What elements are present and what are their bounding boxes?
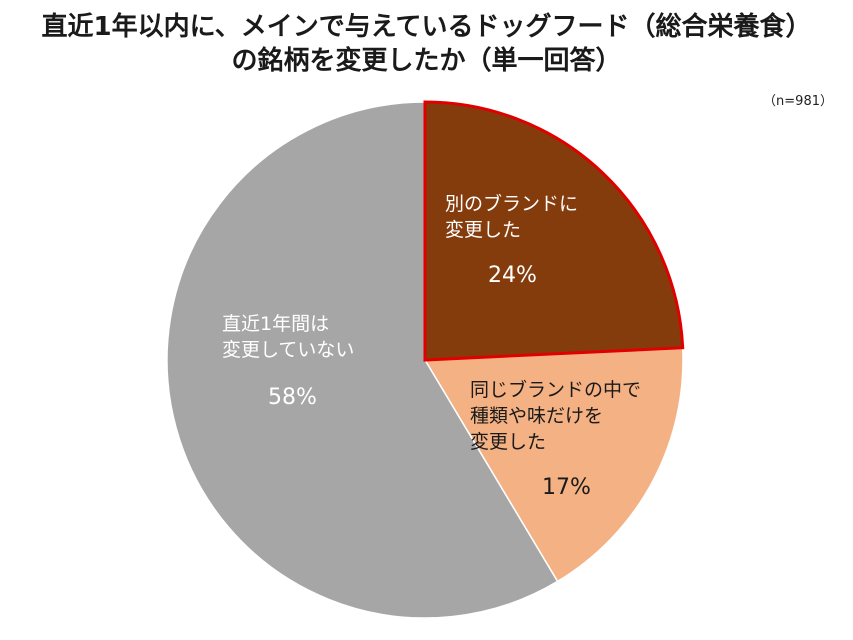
chart-title-line-1: 直近1年以内に、メインで与えているドッグフード（総合栄養食） (41, 12, 812, 42)
slice-label-text: 別のブランドに (445, 192, 578, 215)
slice-label-text: 直近1年間は (222, 313, 329, 335)
slice-label-text: 変更していない (222, 339, 354, 361)
slice-no-change (166, 101, 559, 619)
slice-value-label: 58% (268, 385, 317, 410)
slice-label-text: 変更した (445, 219, 521, 241)
slice-same-brand (423, 346, 684, 583)
slice-label-text: 種類や味だけを (470, 405, 603, 427)
slice-value-label: 17% (542, 475, 591, 500)
slice-label-text: 同じブランドの中で (470, 378, 641, 401)
chart-title-line-2: の銘柄を変更したか（単一回答） (231, 46, 622, 76)
slice-value-label: 24% (488, 263, 537, 288)
sample-size-note: （n=981） (763, 94, 833, 109)
chart-title: 直近1年以内に、メインで与えているドッグフード（総合栄養食） の銘柄を変更したか… (0, 10, 853, 78)
slice-other-brand (423, 100, 685, 362)
slice-label-text: 変更した (470, 431, 546, 453)
